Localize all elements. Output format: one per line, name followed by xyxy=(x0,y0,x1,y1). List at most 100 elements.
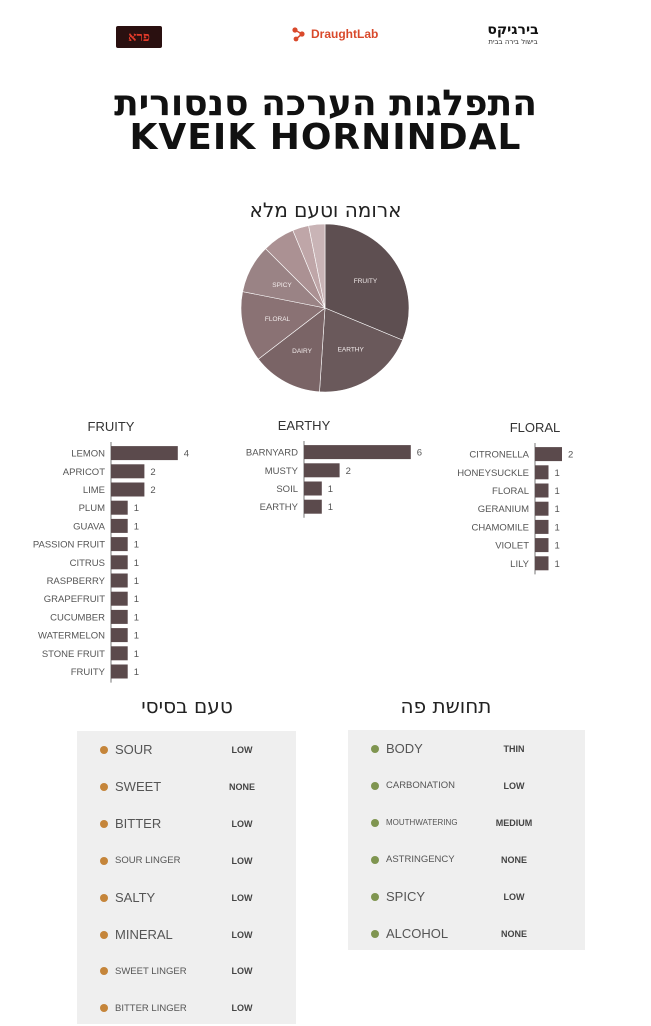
pie-slice-dairy xyxy=(257,307,326,393)
taste-label: BITTER LINGER xyxy=(115,1002,187,1014)
bar-value-label: 1 xyxy=(134,631,139,642)
bar-fruity-cucumber xyxy=(111,609,128,624)
aroma-pie-chart: FRUITY EARTHY DAIRY FLORAL SPICY xyxy=(240,223,410,393)
mouthfeel-bullet-icon xyxy=(371,892,379,901)
mouthfeel-row-body: BODY THIN xyxy=(348,731,585,767)
beergeeks-logo-text: בירגיקס xyxy=(487,22,539,38)
taste-value: LOW xyxy=(231,855,253,866)
pie-label: DAIRY xyxy=(292,348,312,355)
mouthfeel-row-spicy: SPICY LOW xyxy=(348,879,585,915)
bar-fruity-lime xyxy=(111,482,145,497)
taste-value: NONE xyxy=(228,781,255,792)
bar-label: VIOLET xyxy=(495,541,529,552)
pie-label: EARTHY xyxy=(338,346,365,353)
bar-floral-violet xyxy=(535,538,549,553)
taste-row-bitter: BITTER LOW xyxy=(77,806,296,842)
bar-value-label: 2 xyxy=(346,466,351,477)
bar-fruity-passion-fruit xyxy=(111,537,128,552)
bar-label: MUSTY xyxy=(265,466,299,477)
taste-bullet-icon xyxy=(100,782,108,791)
taste-row-mineral: MINERAL LOW xyxy=(77,917,296,953)
taste-value: LOW xyxy=(231,1003,253,1014)
bar-fruity-watermelon xyxy=(111,628,128,643)
page-title-hebrew: התפלגות הערכה סנסורית xyxy=(114,83,537,124)
bar-value-label: 2 xyxy=(150,467,155,478)
bar-fruity-raspberry xyxy=(111,573,128,588)
category-bar-charts: FRUITY LEMON 4 APRICOT 2 LIME 2 PLUM 1 GUAVA 1 PASS… xyxy=(33,418,573,683)
bar-earthy-earthy xyxy=(304,499,322,514)
pie-slice-earthy xyxy=(319,307,403,393)
bar-value-label: 1 xyxy=(555,468,560,479)
bar-floral-citronella xyxy=(535,447,562,462)
bar-value-label: 4 xyxy=(184,449,189,460)
taste-row-sweet: SWEET NONE xyxy=(77,769,296,805)
taste-bullet-icon xyxy=(100,893,108,902)
bar-fruity-citrus xyxy=(111,555,128,570)
mouthfeel-value: MEDIUM xyxy=(495,817,533,828)
draughtlab-logo-text: DraughtLab xyxy=(311,27,379,41)
bar-label: GUAVA xyxy=(73,521,106,532)
bar-label: WATERMELON xyxy=(38,631,105,642)
bar-label: FLORAL xyxy=(492,486,529,497)
bar-label: SOIL xyxy=(276,484,298,495)
bar-value-label: 1 xyxy=(134,649,139,660)
bar-label: LIME xyxy=(83,485,105,496)
mouthfeel-panel: BODY THIN CARBONATION LOW MOUTHWATERING MEDIU… xyxy=(348,730,585,950)
bar-value-label: 1 xyxy=(134,576,139,587)
bar-label: APRICOT xyxy=(63,467,105,478)
beergeeks-logo-subtext: בישול בירה בבית xyxy=(488,38,538,46)
bar-value-label: 1 xyxy=(134,558,139,569)
bar-label: CITRONELLA xyxy=(469,450,529,461)
taste-value: LOW xyxy=(231,966,253,977)
mouthfeel-label: BODY xyxy=(386,741,423,757)
bar-label: GERANIUM xyxy=(478,504,529,515)
page-title-english: KVEIK HORNINDAL xyxy=(129,117,522,158)
taste-row-salty: SALTY LOW xyxy=(77,880,296,916)
taste-bullet-icon xyxy=(100,967,108,976)
bar-floral-lily xyxy=(535,556,549,571)
bar-fruity-lemon xyxy=(111,446,178,461)
bar-label: PASSION FRUIT xyxy=(33,540,105,551)
bar-label: STONE FRUIT xyxy=(42,649,105,660)
bar-earthy-musty xyxy=(304,463,340,478)
taste-label: BITTER xyxy=(115,815,162,831)
mouthfeel-label: ALCOHOL xyxy=(386,925,449,941)
bar-chart-title-floral: FLORAL xyxy=(510,420,561,435)
mouthfeel-label: CARBONATION xyxy=(386,780,455,792)
bar-value-label: 1 xyxy=(555,559,560,570)
taste-row-sour: SOUR LOW xyxy=(77,732,296,768)
bar-label: PLUM xyxy=(79,503,105,514)
taste-bullet-icon xyxy=(100,1004,108,1013)
taste-label: SOUR LINGER xyxy=(115,854,181,866)
taste-bullet-icon xyxy=(100,819,108,828)
bar-value-label: 1 xyxy=(134,667,139,678)
bar-label: BARNYARD xyxy=(246,448,298,459)
bar-fruity-plum xyxy=(111,500,128,515)
mouthfeel-bullet-icon xyxy=(371,781,379,790)
taste-value: LOW xyxy=(231,892,253,903)
bar-value-label: 1 xyxy=(134,594,139,605)
mouthfeel-value: THIN xyxy=(503,744,525,754)
bar-label: CUCUMBER xyxy=(50,612,105,623)
mouthfeel-label: MOUTHWATERING xyxy=(386,817,458,827)
taste-row-sweet-linger: SWEET LINGER LOW xyxy=(77,953,296,989)
bar-label: HONEYSUCKLE xyxy=(457,468,529,479)
bar-value-label: 1 xyxy=(134,612,139,623)
taste-label: SOUR xyxy=(115,742,153,758)
bar-floral-chamomile xyxy=(535,519,549,534)
pie-label: SPICY xyxy=(272,282,292,289)
bar-value-label: 6 xyxy=(417,448,422,459)
pie-slice-floral xyxy=(240,291,326,360)
taste-bullet-icon xyxy=(100,930,108,939)
taste-value: LOW xyxy=(231,745,253,755)
draughtlab-logo: DraughtLab xyxy=(291,26,378,42)
bar-chart-title-earthy: EARTHY xyxy=(278,418,331,433)
bar-value-label: 1 xyxy=(328,502,333,513)
taste-value: LOW xyxy=(231,818,253,829)
bar-label: RASPBERRY xyxy=(47,576,106,587)
bar-chart-title-fruity: FRUITY xyxy=(88,419,135,434)
bar-fruity-grapefruit xyxy=(111,591,128,606)
pie-slice-fruity xyxy=(324,223,410,341)
mouthfeel-label: SPICY xyxy=(386,888,426,904)
bar-label: LEMON xyxy=(71,449,105,460)
